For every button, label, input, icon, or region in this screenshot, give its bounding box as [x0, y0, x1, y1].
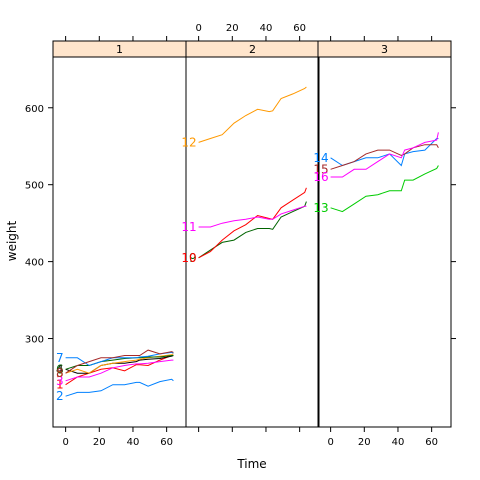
series-label-4: 4	[56, 362, 64, 376]
series-label-2: 2	[56, 389, 64, 403]
series-label-12: 12	[181, 135, 196, 149]
strip-label-1: 1	[116, 43, 123, 56]
series-line-12	[198, 86, 307, 143]
panel-2: 2 910 11 12	[181, 40, 320, 428]
strip-label-2: 2	[249, 43, 256, 56]
series-label-8: 8	[56, 366, 64, 380]
x-tick-label-top: 40	[260, 23, 273, 34]
x-tick-label-top: 60	[293, 23, 306, 34]
series-label-1: 1	[56, 378, 64, 392]
series-label-6: 6	[56, 362, 64, 376]
series-line-13	[330, 165, 439, 213]
series-label-11: 11	[181, 220, 196, 234]
panel-border-2	[185, 56, 320, 428]
x-tick-label-bottom: 60	[160, 437, 173, 448]
x-tick-label-bottom: 60	[425, 437, 438, 448]
panel-border-3	[317, 56, 452, 428]
y-tick-label: 600	[25, 104, 44, 115]
series-line-5	[65, 353, 174, 374]
series-line-1	[65, 355, 174, 386]
x-tick-label-bottom: 40	[127, 437, 140, 448]
x-tick-label-bottom: 20	[93, 437, 106, 448]
x-tick-label-top: 20	[226, 23, 239, 34]
x-tick-label-bottom: 0	[327, 437, 333, 448]
y-tick-label: 400	[25, 258, 44, 269]
series-label-14: 14	[313, 151, 328, 165]
series-line-8	[65, 349, 174, 374]
series-label-3: 3	[56, 374, 64, 388]
series-label-16: 16	[313, 170, 328, 184]
series-line-3	[65, 359, 174, 382]
y-tick-label: 300	[25, 335, 44, 346]
y-tick-label: 500	[25, 181, 44, 192]
series-line-15	[330, 144, 439, 170]
x-tick-label-bottom: 20	[358, 437, 371, 448]
series-line-2	[65, 378, 174, 397]
x-tick-label-bottom: 0	[62, 437, 68, 448]
strip-label-3: 3	[381, 43, 388, 56]
series-line-14	[330, 138, 439, 167]
series-line-9	[198, 201, 307, 259]
x-tick-label-top: 0	[195, 23, 201, 34]
series-label-13: 13	[313, 201, 328, 215]
series-line-16	[330, 132, 439, 178]
y-axis-label: weight	[5, 220, 19, 261]
series-line-10	[198, 187, 307, 259]
x-axis-label: Time	[236, 457, 266, 471]
series-label-5: 5	[56, 366, 64, 380]
x-tick-label-bottom: 40	[392, 437, 405, 448]
series-label-7: 7	[56, 351, 64, 365]
series-label-10: 10	[181, 251, 196, 265]
series-line-11	[198, 205, 307, 228]
series-label-15: 15	[313, 162, 328, 176]
series-line-4	[65, 355, 174, 374]
series-label-9: 9	[189, 251, 197, 265]
